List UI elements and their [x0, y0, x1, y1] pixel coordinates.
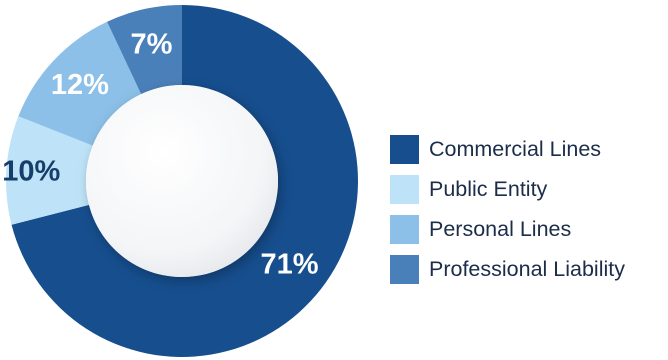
legend-label-professional-liability: Professional Liability	[429, 256, 625, 281]
legend-swatch-personal-lines	[390, 214, 419, 244]
legend-swatch-professional-liability	[390, 254, 419, 284]
slice-label-personal-lines: 12%	[51, 69, 109, 101]
slice-labels-layer: 71% 10% 12% 7%	[2, 28, 318, 280]
legend-item-professional-liability: Professional Liability	[390, 249, 625, 289]
legend-label-commercial-lines: Commercial Lines	[429, 136, 602, 161]
chart-legend: Commercial Lines Public Entity Personal …	[390, 129, 625, 289]
legend-swatch-commercial-lines	[390, 134, 419, 164]
donut-center-hole	[86, 85, 278, 277]
slice-personal-lines	[18, 21, 142, 146]
slice-public-entity	[5, 116, 93, 225]
slice-label-public-entity: 10%	[2, 156, 60, 188]
slice-professional-liability	[107, 5, 182, 95]
legend-swatch-public-entity	[390, 174, 419, 204]
slices-layer	[5, 5, 359, 358]
legend-item-personal-lines: Personal Lines	[390, 209, 625, 249]
legend-item-commercial-lines: Commercial Lines	[390, 129, 625, 169]
legend-label-personal-lines: Personal Lines	[429, 216, 572, 241]
legend-item-public-entity: Public Entity	[390, 169, 625, 209]
slice-label-professional-liability: 7%	[130, 28, 172, 60]
legend-label-public-entity: Public Entity	[429, 176, 548, 201]
slice-label-commercial-lines: 71%	[260, 248, 318, 280]
slice-commercial-lines	[11, 5, 359, 358]
